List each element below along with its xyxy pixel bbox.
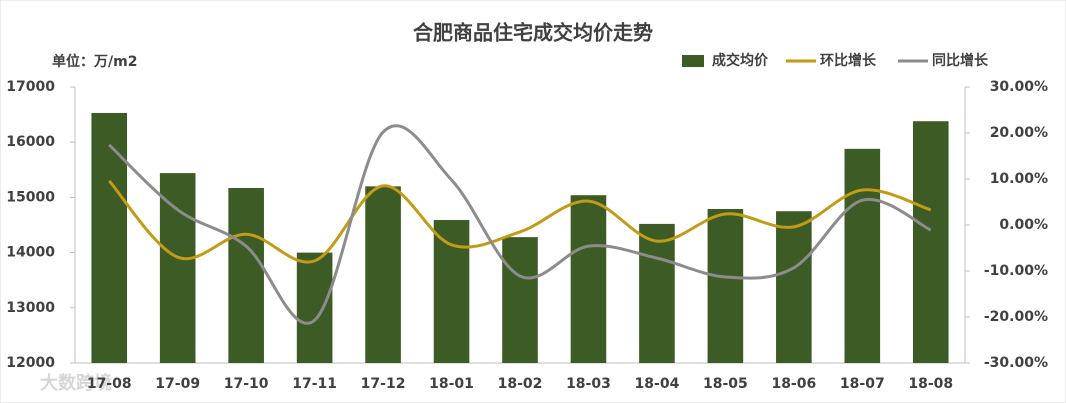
y-tick-label: 12000 — [6, 355, 55, 371]
legend-label: 环比增长 — [820, 52, 877, 69]
x-tick-label: 18-08 — [908, 376, 953, 392]
legend-swatch — [682, 55, 704, 67]
y2-tick-label: -10.00% — [984, 263, 1048, 279]
y-tick-label: 13000 — [6, 300, 55, 316]
x-tick-label: 17-08 — [87, 376, 132, 392]
x-tick-label: 17-10 — [224, 376, 269, 392]
y-tick-label: 15000 — [6, 189, 55, 205]
bar — [639, 223, 675, 363]
line — [108, 179, 932, 264]
bar — [844, 148, 881, 363]
bar — [707, 208, 744, 363]
bar — [776, 211, 812, 363]
x-tick-label: 17-09 — [155, 376, 200, 392]
legend-label: 成交均价 — [712, 52, 769, 69]
bar — [365, 186, 401, 363]
x-tick-label: 18-04 — [635, 376, 680, 392]
bar — [91, 112, 128, 363]
x-tick-label: 17-11 — [292, 376, 337, 392]
x-tick-label: 18-06 — [771, 376, 816, 392]
y2-tick-label: 30.00% — [990, 79, 1048, 95]
bar — [296, 252, 333, 363]
bar — [228, 188, 264, 363]
y2-tick-label: 0.00% — [999, 217, 1048, 233]
x-tick-label: 18-05 — [703, 376, 748, 392]
x-tick-label: 18-02 — [498, 376, 543, 392]
watermark: 大数跨境 — [40, 372, 112, 394]
bar — [502, 237, 538, 363]
line — [108, 124, 932, 325]
y-tick-label: 17000 — [6, 79, 55, 95]
x-tick-label: 18-07 — [840, 376, 885, 392]
y2-tick-label: 20.00% — [990, 125, 1048, 141]
y-tick-label: 16000 — [6, 134, 55, 150]
bar — [433, 220, 470, 363]
bar — [570, 195, 607, 363]
bar — [159, 173, 196, 363]
y2-tick-label: 10.00% — [990, 171, 1048, 187]
x-tick-label: 17-12 — [361, 376, 406, 392]
bar — [912, 121, 949, 363]
chart-title: 合肥商品住宅成交均价走势 — [413, 21, 653, 45]
y-tick-label: 14000 — [6, 245, 55, 261]
y2-tick-label: -30.00% — [984, 355, 1048, 371]
y-axis-label: 单位：万/m2 — [52, 53, 137, 70]
x-tick-label: 18-01 — [429, 376, 474, 392]
y2-tick-label: -20.00% — [984, 309, 1048, 325]
x-tick-label: 18-03 — [566, 376, 611, 392]
legend-label: 同比增长 — [932, 52, 989, 69]
